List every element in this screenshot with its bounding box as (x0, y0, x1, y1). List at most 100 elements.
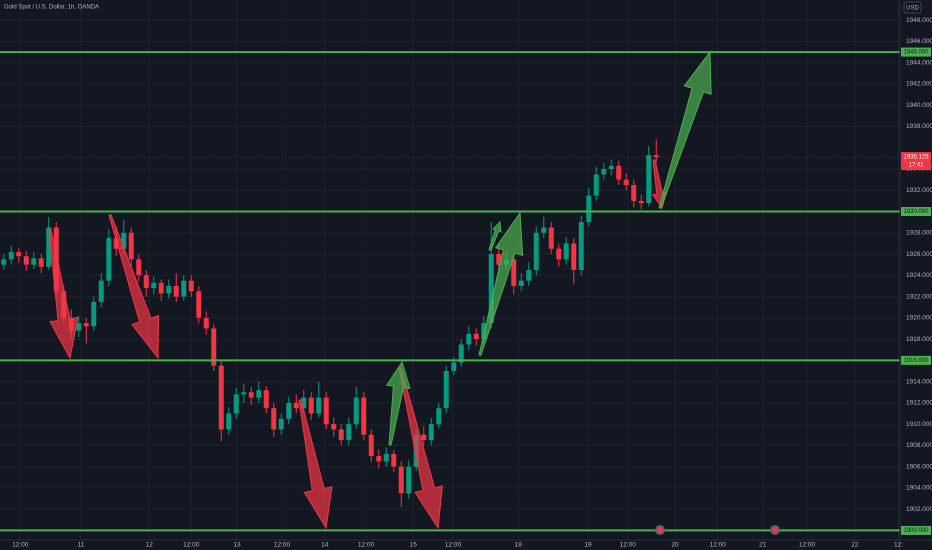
candle-body (106, 238, 112, 281)
candle-body (256, 390, 262, 398)
candle-body (16, 251, 22, 257)
level-label: 1900.000 (903, 528, 929, 534)
candle-body (46, 227, 52, 267)
x-tick-label: 12:00 (274, 542, 291, 549)
x-tick-label: 21 (759, 542, 767, 549)
candle-body (361, 397, 367, 435)
y-tick-label: 1920.000 (906, 315, 932, 322)
candle-body (541, 227, 547, 233)
countdown: 17:41 (908, 163, 924, 169)
candle-body (646, 155, 652, 204)
candle-body (196, 291, 202, 318)
x-tick-label: 12: (894, 542, 903, 549)
x-tick-label: 20 (671, 542, 679, 549)
candle-body (301, 397, 307, 409)
x-tick-label: 12:00 (799, 542, 816, 549)
event-icons (655, 525, 780, 535)
candle-body (91, 301, 97, 327)
arrow (298, 399, 333, 530)
candle-body (563, 243, 569, 260)
candle-body (368, 434, 374, 457)
candle-body (83, 323, 89, 327)
candle-body (451, 362, 457, 371)
last-price-label: 1935.125 (903, 155, 929, 161)
y-tick-label: 1944.000 (906, 59, 932, 66)
candle-body (496, 254, 502, 265)
candle-body (128, 232, 134, 260)
y-tick-label: 1906.000 (906, 463, 932, 470)
x-tick-label: 12:00 (620, 542, 637, 549)
candle-body (308, 397, 314, 414)
candle-body (511, 259, 517, 286)
candle-body (316, 397, 322, 414)
arrow (385, 360, 411, 446)
candle-body (166, 285, 172, 294)
x-tick-label: 12:00 (12, 542, 29, 549)
candle-body (631, 184, 637, 201)
currency: USD (906, 6, 919, 12)
candle-body (436, 408, 442, 425)
currency-box[interactable] (903, 1, 922, 14)
x-tick-label: 19 (584, 542, 592, 549)
candle-body (203, 317, 209, 329)
x-tick-label: 22 (851, 542, 859, 549)
y-tick-label: 1940.000 (906, 102, 932, 109)
candle-body (226, 413, 232, 430)
y-tick-label: 1938.000 (906, 123, 932, 130)
candle-body (76, 323, 82, 331)
arrow (488, 220, 502, 251)
candle-body (398, 466, 404, 494)
candle-body (473, 333, 479, 340)
y-tick-label: 1902.000 (906, 506, 932, 513)
candle-body (8, 251, 14, 260)
candle-body (421, 434, 427, 441)
y-tick-label: 1928.000 (906, 230, 932, 237)
y-tick-label: 1914.000 (906, 378, 932, 385)
y-tick-label: 1942.000 (906, 81, 932, 88)
candle-body (638, 200, 644, 204)
y-tick-label: 1924.000 (906, 272, 932, 279)
y-tick-label: 1912.000 (906, 400, 932, 407)
candle-body (608, 165, 614, 170)
candle-body (653, 155, 659, 158)
candle-body (286, 402, 292, 419)
event-icon-dot (772, 527, 778, 533)
candle-body (263, 390, 269, 409)
candle-body (548, 227, 554, 249)
candle-body (376, 456, 382, 462)
candle-body (428, 424, 434, 441)
candle-body (271, 408, 277, 430)
candle-body (526, 270, 532, 281)
candle-body (623, 179, 629, 185)
candle-body (38, 258, 44, 267)
candle-body (518, 280, 524, 286)
candle-body (391, 453, 397, 467)
level-label-box (901, 525, 931, 535)
candle-body (593, 174, 599, 196)
candle-body (248, 392, 254, 398)
last-price-box (901, 152, 931, 171)
arrow (658, 50, 712, 209)
candle-body (143, 275, 149, 289)
candle-body (578, 222, 584, 270)
x-tick-label: 12:00 (445, 542, 462, 549)
candle-body (211, 328, 217, 366)
x-tick-label: 18 (515, 542, 523, 549)
candle-body (278, 418, 284, 430)
candle-body (466, 333, 472, 345)
candle-body (136, 259, 142, 276)
candle-body (338, 429, 344, 441)
y-tick-label: 1908.000 (906, 442, 932, 449)
candle-body (1, 259, 7, 265)
candle-body (571, 243, 577, 270)
x-tick-label: 15 (410, 542, 418, 549)
x-tick-label: 12:00 (710, 542, 727, 549)
candle-body (323, 397, 329, 425)
level-label: 1930.000 (903, 209, 929, 215)
y-tick-label: 1922.000 (906, 293, 932, 300)
level-label: 1945.000 (903, 50, 929, 56)
candle-body (218, 365, 224, 430)
x-tick-label: 13 (233, 542, 241, 549)
level-label-box (901, 355, 931, 365)
